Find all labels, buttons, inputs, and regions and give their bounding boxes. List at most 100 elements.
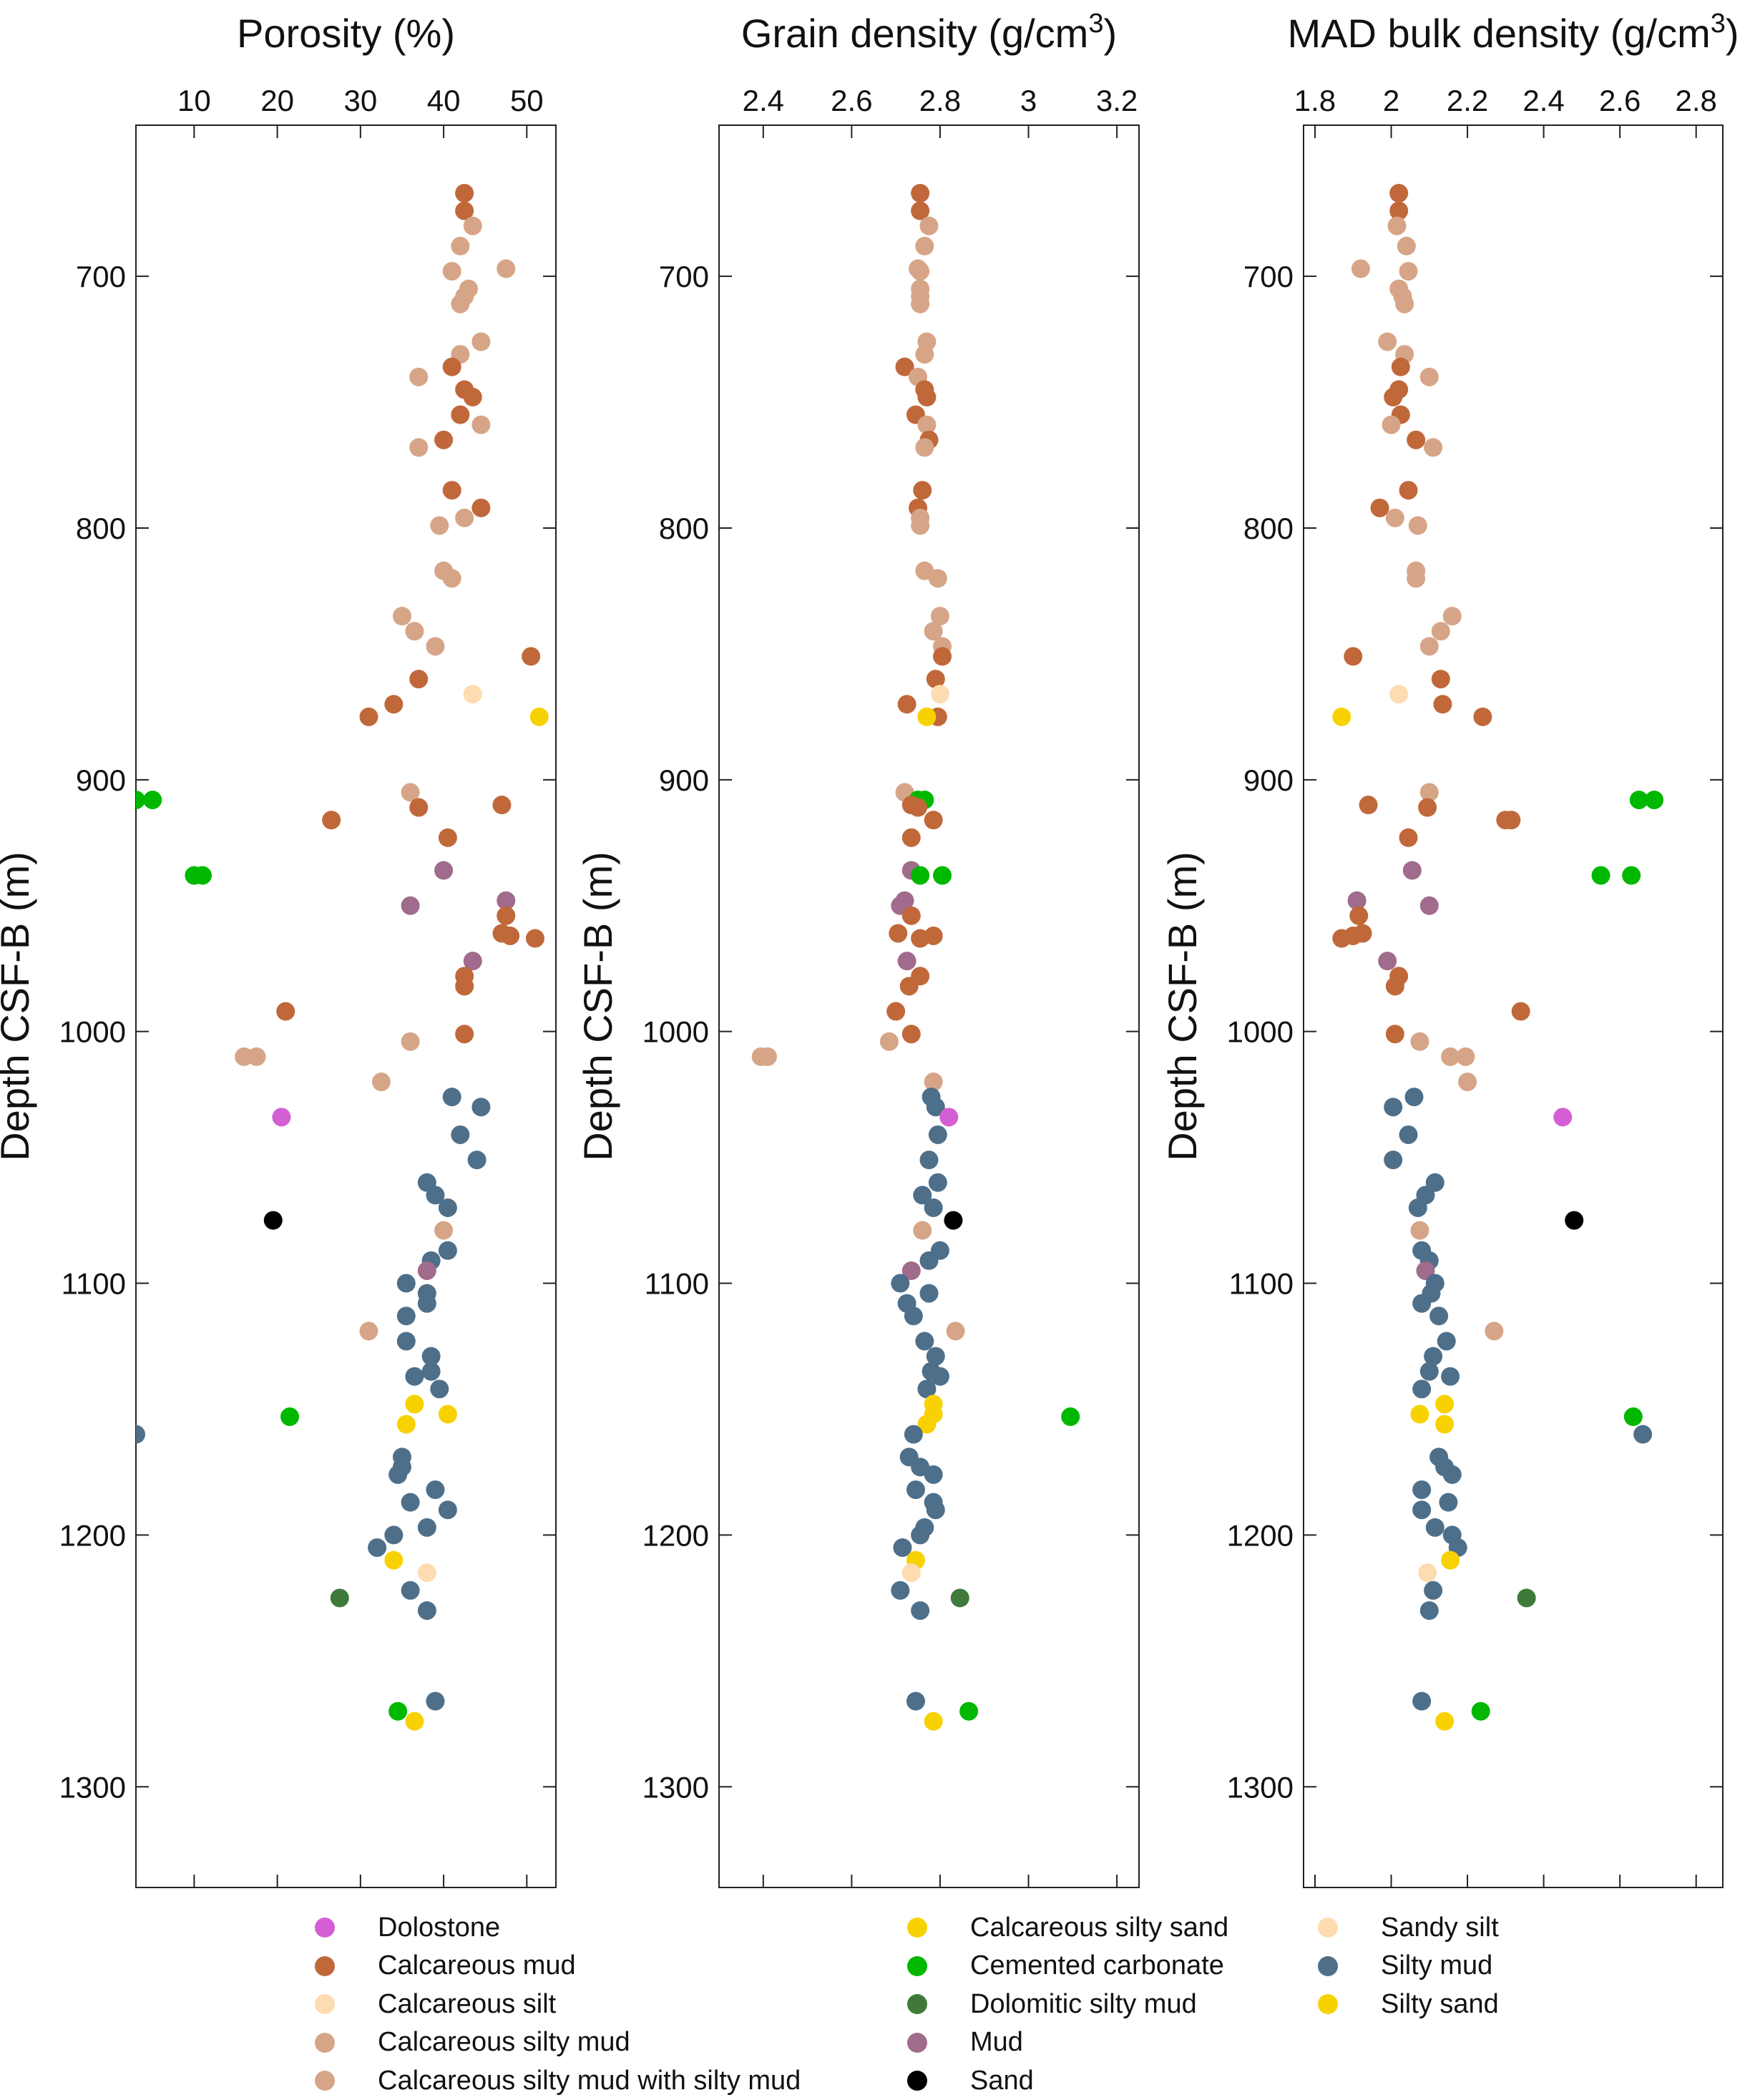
data-point	[1425, 1173, 1444, 1192]
data-point	[501, 926, 520, 945]
data-point	[909, 798, 928, 817]
y-tick-label: 1300	[642, 1770, 709, 1804]
data-point	[911, 929, 930, 948]
data-point	[497, 259, 516, 278]
data-point	[1399, 262, 1418, 281]
data-point	[911, 294, 930, 313]
plot-frame	[135, 124, 557, 1888]
data-point	[1349, 906, 1369, 925]
data-point	[417, 1601, 436, 1620]
data-point	[1437, 1332, 1456, 1351]
data-point	[911, 1525, 930, 1545]
data-point	[933, 866, 952, 885]
data-point	[1404, 1088, 1424, 1107]
data-point	[136, 790, 145, 809]
data-point	[497, 891, 516, 910]
data-point	[426, 1186, 445, 1205]
data-point	[1410, 1221, 1429, 1240]
data-point	[434, 1221, 454, 1240]
data-point	[401, 1581, 420, 1600]
data-point	[463, 216, 482, 235]
data-point	[434, 861, 454, 880]
y-tick-label: 1000	[59, 1015, 126, 1049]
data-point	[497, 906, 516, 925]
data-point	[879, 1032, 899, 1051]
data-point	[451, 1125, 470, 1144]
data-point	[901, 1261, 921, 1280]
data-point	[371, 1073, 391, 1092]
data-point	[1419, 783, 1439, 802]
data-point	[1412, 1691, 1432, 1711]
data-point	[471, 1098, 491, 1117]
panel-1: Porosity (%) 10 20 30 40 50 700 800 900 1000 1100 1…	[0, 11, 557, 1888]
data-point	[1389, 685, 1409, 704]
data-points	[1332, 184, 1664, 1731]
data-point	[959, 1701, 979, 1721]
data-point	[1399, 481, 1418, 500]
y-tick-label: 900	[659, 763, 709, 797]
x-tick-label: 2.4	[1522, 84, 1564, 117]
data-point	[924, 1073, 943, 1092]
x-tick-label: 2	[1383, 84, 1399, 117]
data-point	[1511, 1002, 1530, 1021]
y-tick-label: 800	[659, 512, 709, 545]
data-point	[1553, 1108, 1573, 1127]
data-point	[1418, 1563, 1437, 1583]
data-point	[1410, 1032, 1429, 1051]
data-point	[280, 1407, 300, 1427]
data-point	[1399, 828, 1418, 847]
data-point	[897, 695, 916, 714]
data-point	[1633, 1425, 1653, 1444]
data-point	[906, 1691, 925, 1711]
data-point	[1471, 1701, 1490, 1721]
data-point	[946, 1322, 965, 1341]
data-point	[421, 1362, 441, 1381]
data-point	[917, 1415, 937, 1434]
data-point	[1485, 1322, 1504, 1341]
data-points	[136, 184, 549, 1731]
data-point	[1629, 790, 1648, 809]
data-point	[263, 1211, 283, 1230]
data-point	[919, 216, 939, 235]
data-point	[1623, 1407, 1643, 1427]
data-point	[891, 1581, 910, 1600]
data-point	[911, 1601, 930, 1620]
x-tick-label: 3.2	[1096, 84, 1138, 117]
data-point	[388, 1701, 408, 1721]
data-point	[1439, 1493, 1458, 1512]
data-point	[1399, 1125, 1418, 1144]
data-point	[192, 866, 212, 885]
data-point	[330, 1588, 349, 1608]
x-tick-label: 2.2	[1447, 84, 1488, 117]
data-point	[1431, 622, 1450, 641]
data-point	[1424, 1581, 1443, 1600]
y-tick-label: 800	[76, 512, 126, 545]
data-point	[926, 1500, 945, 1520]
data-point	[917, 707, 937, 726]
data-point	[471, 498, 491, 517]
data-point	[417, 1563, 436, 1583]
data-point	[1347, 891, 1367, 910]
data-point	[1412, 1500, 1432, 1520]
data-point	[926, 1347, 945, 1366]
data-point	[1441, 1367, 1460, 1386]
data-point	[396, 1274, 416, 1293]
data-point	[1384, 1098, 1403, 1117]
plot-frame	[1303, 124, 1724, 1888]
data-point	[1419, 1601, 1439, 1620]
data-point	[939, 1108, 959, 1127]
data-point	[1407, 569, 1426, 588]
data-point	[409, 670, 429, 689]
data-point	[438, 1198, 457, 1217]
data-point	[1408, 516, 1427, 535]
data-point	[1645, 790, 1664, 809]
data-point	[924, 1465, 943, 1484]
data-point	[409, 367, 429, 386]
data-point	[467, 1151, 487, 1170]
x-tick-label: 40	[427, 84, 461, 117]
panel-title: MAD bulk density (g/cm3)	[1287, 9, 1739, 56]
data-point	[911, 262, 930, 281]
data-point	[430, 516, 449, 535]
data-point	[950, 1588, 969, 1608]
data-point	[933, 647, 952, 666]
